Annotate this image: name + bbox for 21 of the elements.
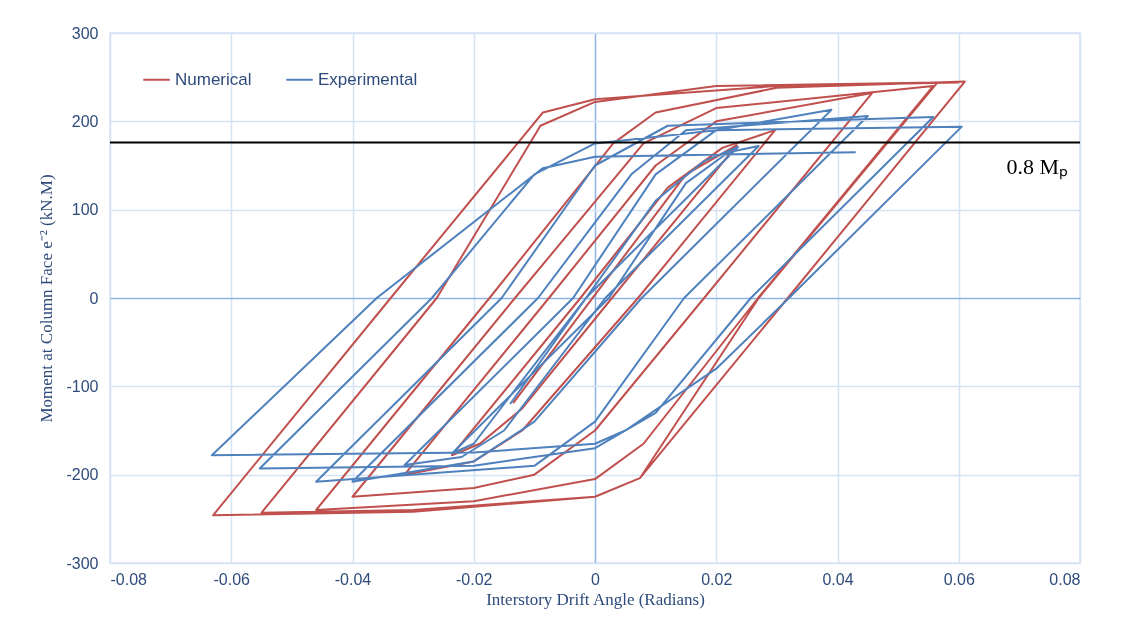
y-tick-label: -200 [66,466,99,484]
legend-label: Numerical [175,69,252,89]
y-tick-label: -300 [66,554,99,572]
y-tick-label: 0 [89,289,99,307]
x-tick-label: 0.06 [943,570,975,588]
y-tick-label: 300 [71,24,99,42]
x-tick-label: 0.02 [701,570,733,588]
x-tick-label: 0 [591,570,601,588]
x-tick-label: 0.08 [1049,570,1081,588]
x-tick-label: -0.04 [334,570,372,588]
x-tick-label: -0.02 [456,570,493,588]
x-axis-title: Interstory Drift Angle (Radians) [486,589,705,609]
y-axis-title: Moment at Column Face e⁻² (kN.M) [37,174,57,423]
y-tick-label: 100 [71,201,99,219]
y-tick-label: 200 [71,112,99,130]
y-tick-label: -100 [66,377,99,395]
x-tick-label: -0.08 [110,570,148,588]
x-tick-label: 0.04 [822,570,854,588]
legend-label: Experimental [318,69,418,89]
x-tick-label: -0.06 [213,570,251,588]
ref-line-label: 0.8 Mₚ [1006,153,1068,180]
